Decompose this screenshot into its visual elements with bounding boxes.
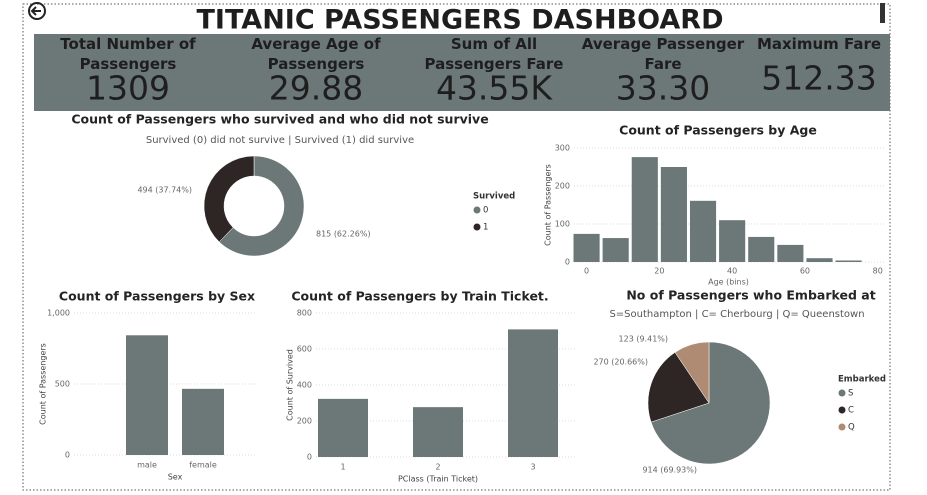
x-tick-label: 1 xyxy=(340,463,345,472)
kpi-label: Average Age of Passengers xyxy=(251,35,381,73)
x-axis-label: PClass (Train Ticket) xyxy=(398,475,478,484)
y-axis-label: Count of Passengers xyxy=(544,164,553,246)
legend-label: Q xyxy=(848,423,855,433)
legend-marker xyxy=(838,406,846,414)
x-tick-label: 80 xyxy=(873,267,883,276)
kpi-label: Average Passenger Fare xyxy=(582,35,745,73)
legend-label: C xyxy=(848,406,854,416)
chart-subtitle: S=Southampton | C= Cherbourg | Q= Queens… xyxy=(609,309,864,320)
chart-subtitle: Survived (0) did not survive | Survived … xyxy=(146,135,414,146)
chart-title: No of Passengers who Embarked at xyxy=(626,288,875,303)
y-tick-label: 0 xyxy=(565,258,570,267)
bar xyxy=(719,220,746,262)
y-tick-label: 800 xyxy=(297,309,312,318)
y-tick-label: 600 xyxy=(297,345,312,354)
slice xyxy=(650,341,771,465)
chart-title: Count of Passengers who survived and who… xyxy=(71,112,488,127)
y-axis-label: Count of Passengers xyxy=(39,343,48,425)
kpi-value: 512.33 xyxy=(761,59,876,98)
chart-title: Count of Passengers by Train Ticket. xyxy=(291,289,548,304)
icon xyxy=(880,3,885,23)
bar xyxy=(573,233,600,262)
bar xyxy=(631,157,658,262)
x-tick-label: 20 xyxy=(654,267,664,276)
kpi-value: 43.55K xyxy=(436,69,553,108)
x-tick-label: 40 xyxy=(727,267,737,276)
bar xyxy=(318,398,368,457)
bar xyxy=(660,167,687,262)
legend-marker xyxy=(473,223,481,231)
kpi-label: Maximum Fare xyxy=(757,35,881,53)
x-tick-label: male xyxy=(137,461,157,470)
value-label: 494 (37.74%) xyxy=(137,186,192,195)
value-label: 270 (20.66%) xyxy=(593,358,648,367)
x-axis-label: Sex xyxy=(168,473,183,482)
legend-title: Embarked xyxy=(838,375,886,385)
legend-marker xyxy=(838,389,846,397)
kpi-value: 33.30 xyxy=(616,69,710,108)
kpi-band xyxy=(34,34,890,111)
x-tick-label: 0 xyxy=(584,267,589,276)
bar xyxy=(806,258,833,262)
bar xyxy=(748,236,775,262)
slice xyxy=(218,155,305,257)
slice xyxy=(674,341,710,404)
dashboard-title: TITANIC PASSENGERS DASHBOARD xyxy=(197,5,724,36)
value-label: 123 (9.41%) xyxy=(619,335,668,344)
y-tick-label: 200 xyxy=(555,182,570,191)
kpi-label: Total Number of Passengers xyxy=(60,35,196,73)
slice xyxy=(203,155,255,243)
x-tick-label: 60 xyxy=(800,267,810,276)
bar xyxy=(126,335,168,455)
y-tick-label: 0 xyxy=(65,451,70,460)
bar xyxy=(508,329,558,457)
y-tick-label: 0 xyxy=(307,453,312,462)
legend-label: S xyxy=(848,389,853,399)
frame xyxy=(22,3,891,491)
y-tick-label: 300 xyxy=(555,144,570,153)
kpi-value: 29.88 xyxy=(269,69,363,108)
bar xyxy=(413,407,463,457)
bar xyxy=(182,388,224,455)
y-tick-label: 100 xyxy=(555,220,570,229)
legend-marker xyxy=(838,423,846,431)
y-axis-label: Count of Survived xyxy=(286,349,295,421)
y-tick-label: 400 xyxy=(297,381,312,390)
value-label: 815 (62.26%) xyxy=(316,230,371,239)
chart-title: Count of Passengers by Sex xyxy=(59,289,255,304)
chart-title: Count of Passengers by Age xyxy=(619,123,817,138)
x-axis-label: Age (bins) xyxy=(708,278,749,287)
x-tick-label: female xyxy=(189,461,217,470)
bar xyxy=(835,260,862,262)
x-tick-label: 2 xyxy=(435,463,440,472)
legend-marker xyxy=(473,206,481,214)
value-label: 914 (69.93%) xyxy=(642,466,697,475)
bar xyxy=(602,238,629,262)
x-tick-label: 3 xyxy=(530,463,535,472)
kpi-value: 1309 xyxy=(86,69,170,108)
y-tick-label: 200 xyxy=(297,417,312,426)
legend-label: 0 xyxy=(483,206,488,216)
kpi-label: Sum of All Passengers Fare xyxy=(425,35,564,73)
y-tick-label: 1,000 xyxy=(47,309,70,318)
legend-label: 1 xyxy=(483,223,488,233)
bar xyxy=(689,200,717,262)
legend-title: Survived xyxy=(473,192,515,202)
y-tick-label: 500 xyxy=(55,380,70,389)
back-button[interactable] xyxy=(28,2,46,20)
bar xyxy=(777,244,804,262)
slice xyxy=(647,352,710,423)
